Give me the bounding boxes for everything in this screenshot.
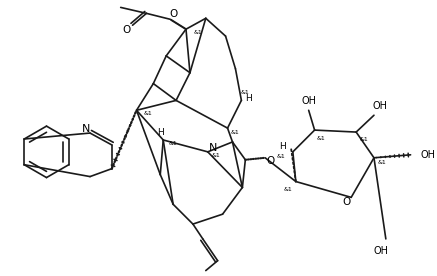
Text: &1: &1 bbox=[144, 111, 153, 116]
Text: &1: &1 bbox=[316, 136, 325, 140]
Text: O: O bbox=[122, 25, 131, 35]
Text: &1: &1 bbox=[378, 160, 386, 165]
Text: OH: OH bbox=[373, 246, 388, 256]
Text: H: H bbox=[280, 142, 286, 152]
Text: N: N bbox=[82, 124, 90, 134]
Text: &1: &1 bbox=[360, 137, 368, 142]
Text: OH: OH bbox=[301, 96, 316, 106]
Text: OH: OH bbox=[372, 101, 387, 111]
Text: &1: &1 bbox=[194, 30, 202, 35]
Text: O: O bbox=[342, 197, 350, 207]
Text: &1: &1 bbox=[284, 187, 292, 192]
Text: &1: &1 bbox=[241, 90, 250, 95]
Text: O: O bbox=[169, 9, 177, 19]
Text: H: H bbox=[245, 94, 252, 103]
Text: H: H bbox=[157, 128, 163, 137]
Text: &1: &1 bbox=[169, 141, 177, 147]
Text: &1: &1 bbox=[277, 154, 285, 159]
Text: OH: OH bbox=[420, 150, 435, 160]
Text: N: N bbox=[208, 143, 217, 153]
Text: &1: &1 bbox=[212, 153, 220, 158]
Text: O: O bbox=[266, 156, 274, 166]
Text: &1: &1 bbox=[231, 129, 240, 135]
